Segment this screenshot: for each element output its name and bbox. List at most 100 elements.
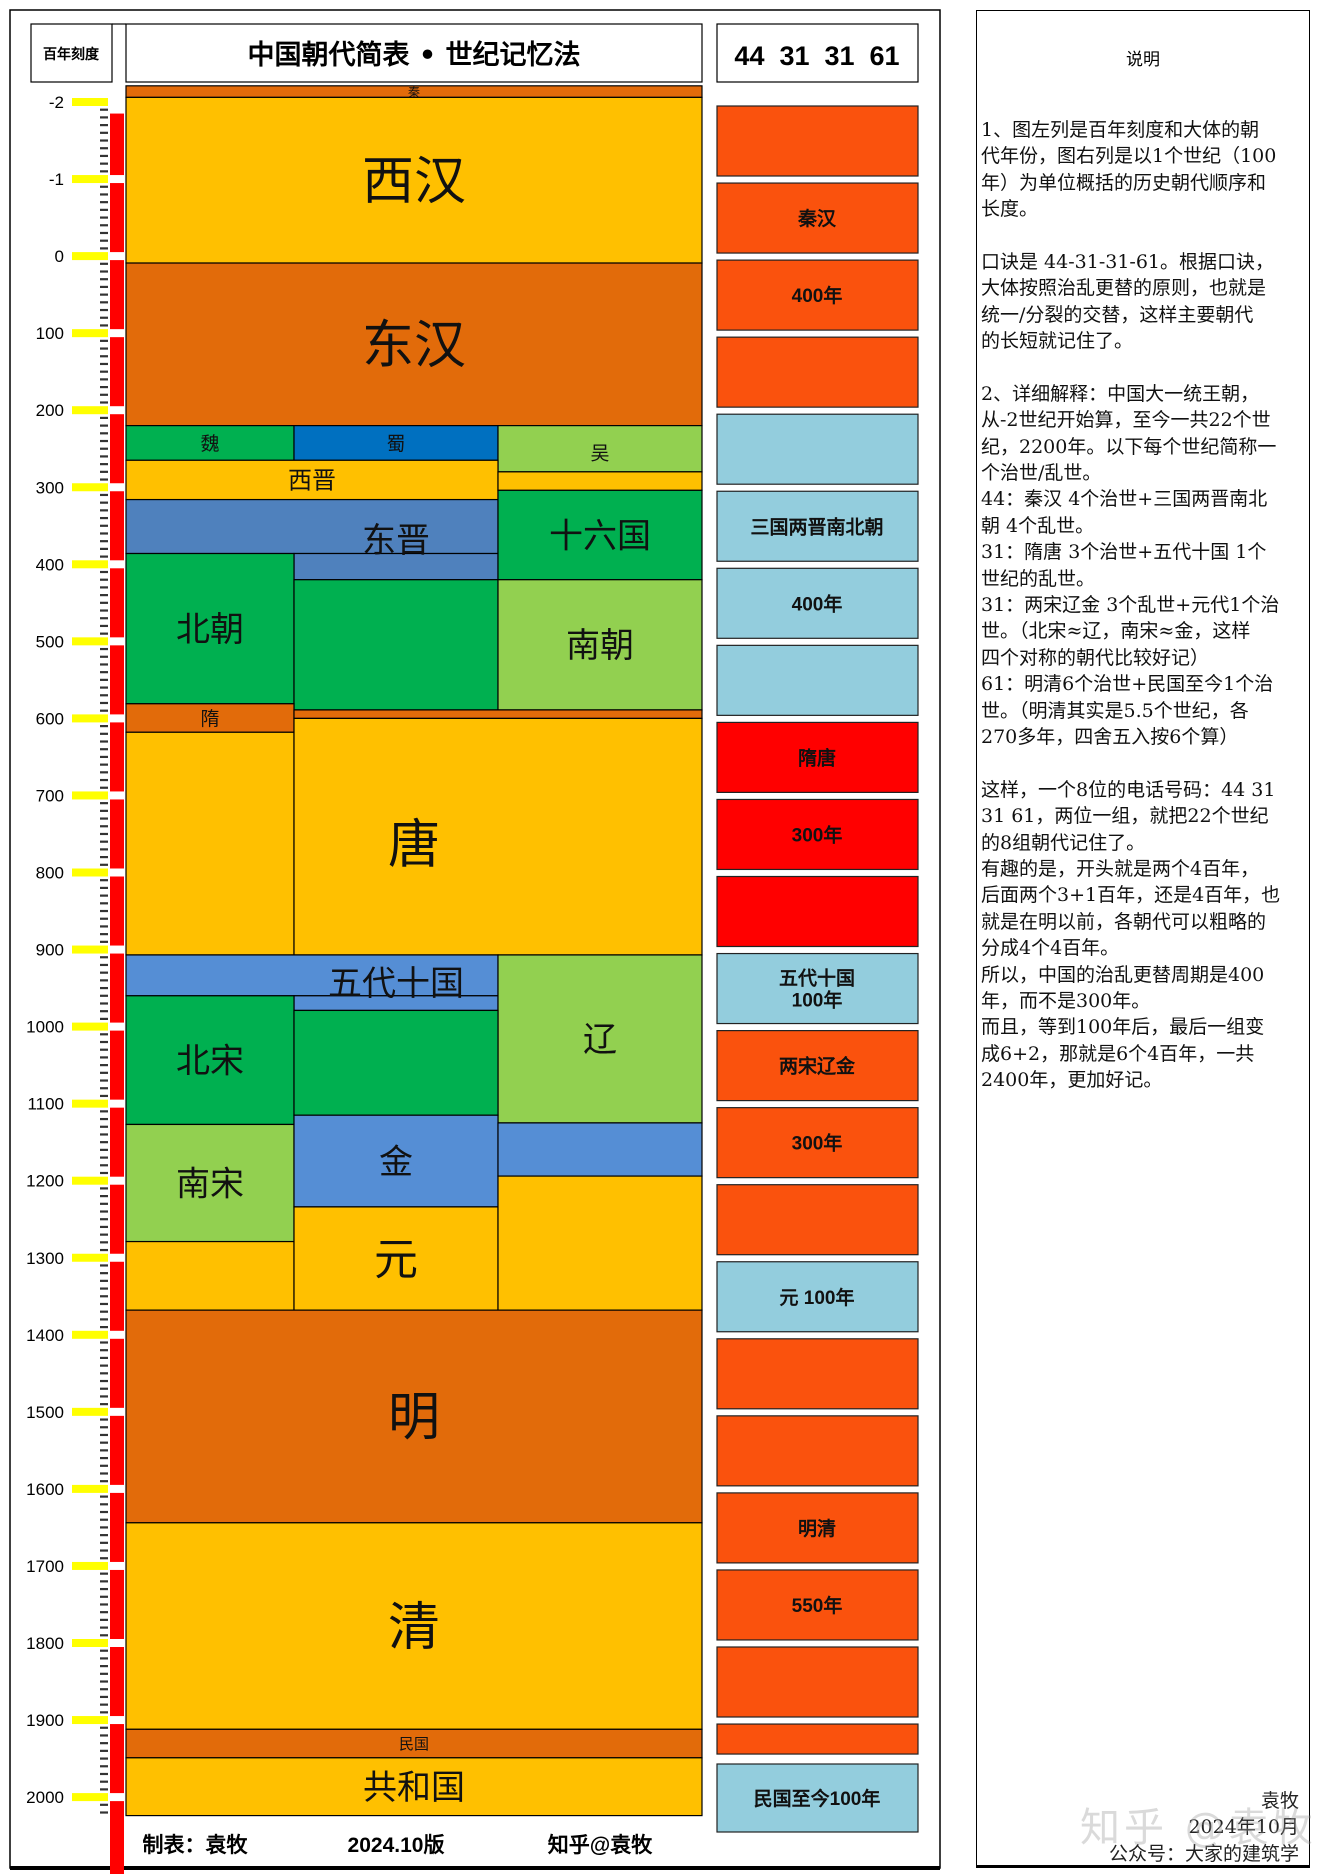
scale-label: 1600 (26, 1480, 64, 1499)
explanation-line: 年，而不是300年。 (981, 989, 1151, 1012)
dynasty-label: 明 (388, 1388, 440, 1448)
scale-label: 700 (36, 786, 64, 805)
zhihu-watermark: 知乎 @袁牧 (1080, 1805, 1317, 1851)
century-marker (72, 1330, 108, 1339)
century-marker (72, 1639, 108, 1647)
dynasty-block (125, 1757, 703, 1817)
century-gap (110, 406, 124, 415)
dynasty-block (125, 1522, 703, 1730)
signature-date: 2024年10月 (1188, 1816, 1299, 1838)
century-box (716, 1723, 919, 1755)
dynasty-label: 元 (374, 1234, 418, 1285)
scale-header-box (30, 23, 113, 83)
explanation-line: 代年份，图右列是以1个世纪（100 (981, 145, 1277, 168)
dynasty-block (497, 954, 703, 1124)
century-box (716, 259, 919, 331)
century-box (716, 1415, 919, 1487)
dynasty-timeline-chart: 百年刻度 中国朝代简表 • 世纪记忆法 44 31 31 61 -2 -1 0 100… (9, 9, 941, 1874)
mnemonic-box (716, 23, 919, 83)
title-box (125, 23, 703, 83)
century-marker (72, 1407, 108, 1416)
century-marker (72, 175, 108, 184)
century-boxes: 秦汉400年三国两晋南北朝400年隋唐300年五代十国100年两宋辽金300年元… (716, 105, 919, 1833)
dynasty-label: 辽 (583, 1020, 617, 1060)
century-marker (72, 483, 108, 492)
explanation-line (981, 750, 1307, 776)
dynasty-block (497, 489, 703, 581)
scale-label: 2000 (26, 1788, 64, 1807)
explanation-line: 从-2世纪开始算，至今一共22个世 (981, 409, 1271, 432)
century-label: 400年 (792, 592, 843, 615)
century-box (716, 182, 919, 254)
century-label: 明清 (798, 1517, 836, 1540)
century-marker (72, 791, 108, 800)
century-marker (72, 714, 108, 723)
explanation-line: 世纪的乱世。 (981, 567, 1096, 590)
century-gap (110, 714, 124, 723)
dynasty-block (293, 717, 703, 956)
century-gap (110, 945, 124, 954)
century-marker (72, 1716, 108, 1725)
chart-title: 中国朝代简表 • 世纪记忆法 (247, 39, 580, 71)
dynasty-label: 吴 (590, 442, 609, 464)
dynasty-label: 五代十国 (328, 964, 464, 1004)
century-marker (72, 1793, 108, 1802)
century-marker (72, 560, 108, 569)
dynasty-block (497, 579, 703, 711)
explanation-line: 31：两宋辽金 3个乱世+元代1个治 (981, 594, 1280, 617)
explanation-text: 1、图左列是百年刻度和大体的朝 代年份，图右列是以1个世纪（100 年）为单位概括的… (981, 117, 1307, 1093)
explanation-line: 成6+2，那就是6个4百年，一共 (981, 1042, 1255, 1065)
century-marker (72, 1561, 108, 1570)
century-gap (110, 1484, 124, 1493)
century-box (716, 875, 919, 948)
explanation-line: 年）为单位概括的历史朝代顺序和 (981, 171, 1267, 194)
century-label: 五代十国 (779, 967, 855, 990)
scale-label: 800 (36, 864, 64, 883)
explanation-line: 口诀是 44-31-31-61。根据口诀， (981, 250, 1275, 273)
scale-label: 500 (36, 632, 64, 651)
scale-label: 0 (55, 247, 64, 266)
dynasty-block (125, 954, 499, 997)
century-box (716, 1029, 919, 1102)
dynasty-block (125, 1240, 295, 1311)
dynasty-block (293, 1009, 499, 1116)
century-marker (72, 1176, 108, 1185)
dynasty-block (293, 1114, 499, 1208)
century-marker (72, 1099, 108, 1108)
explanation-line: 个治世/乱世。 (981, 462, 1102, 485)
scale-label: 200 (36, 401, 64, 420)
century-gap (110, 1330, 124, 1339)
explanation-line: 长度。 (981, 198, 1039, 221)
dynasty-block (497, 471, 703, 491)
dynasty-label: 东晋 (362, 521, 430, 561)
explanation-line: 纪，2200年。以下每个世纪简称一 (981, 435, 1277, 458)
scale-label: 1300 (26, 1249, 64, 1268)
century-gap (110, 175, 124, 184)
century-box (716, 105, 919, 177)
explanation-line: 1、图左列是百年刻度和大体的朝 (981, 119, 1260, 141)
explanation-line: 2400年，更加好记。 (981, 1069, 1163, 1092)
explanation-panel: 说明 1、图左列是百年刻度和大体的朝 代年份，图右列是以1个世纪（100 年）为单位… (976, 10, 1310, 1868)
explanation-line: 分成4个4百年。 (981, 937, 1120, 960)
century-gap (110, 791, 124, 800)
century-box (716, 798, 919, 871)
century-gap (110, 1561, 124, 1570)
century-marker (72, 945, 108, 954)
century-box (716, 952, 919, 1025)
century-box (716, 1569, 919, 1641)
explanation-line: 世。（明清其实是5.5个世纪，各 (981, 699, 1249, 722)
dynasty-label: 金 (379, 1142, 413, 1182)
dynasty-block (125, 262, 703, 427)
signature-name: 袁牧 (1260, 1790, 1299, 1812)
century-gap (110, 98, 124, 106)
century-marker (72, 329, 108, 338)
scale-label: 100 (36, 324, 64, 343)
dynasty-block (125, 1309, 703, 1524)
scale-label: 1500 (26, 1403, 64, 1422)
century-box (716, 1107, 919, 1179)
century-box (716, 1763, 919, 1833)
explanation-line: 世。（北宋≈辽，南宋≈金，这样 (981, 620, 1251, 643)
century-gap (110, 637, 124, 646)
dynasty-block (497, 1122, 703, 1177)
